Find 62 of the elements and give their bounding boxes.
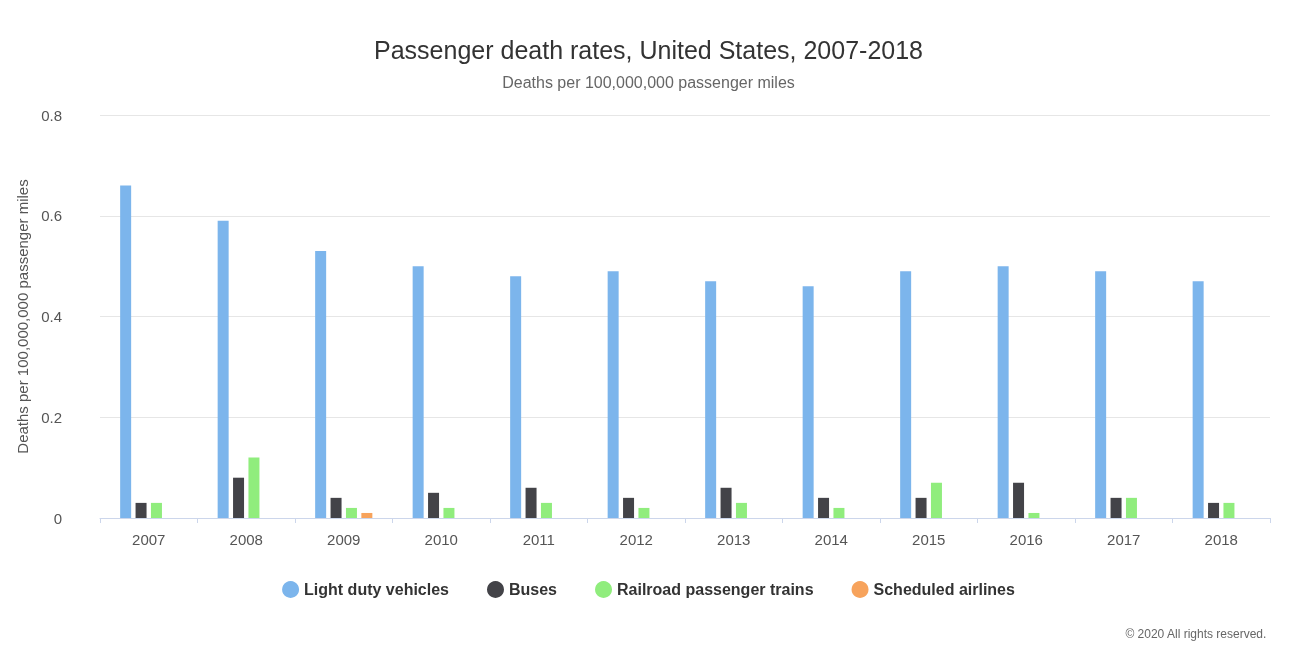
bar (1223, 502, 1235, 518)
bar (361, 512, 373, 518)
bar (540, 502, 552, 518)
x-tick-label: 2011 (522, 531, 555, 548)
bar (1095, 271, 1107, 518)
bar (217, 220, 229, 518)
x-tick-label: 2012 (619, 531, 653, 548)
bar (930, 482, 942, 518)
x-tick-label: 2016 (1009, 531, 1043, 548)
legend-label: Scheduled airlines (873, 581, 1016, 598)
bar (735, 502, 747, 518)
bar (1110, 497, 1122, 518)
bar (705, 281, 717, 518)
bar (120, 185, 132, 518)
bar (135, 502, 147, 518)
x-tick-label: 2013 (717, 531, 751, 548)
bar (150, 502, 162, 518)
bar (443, 507, 455, 518)
bar (1192, 281, 1204, 518)
x-tick-label: 2008 (229, 531, 263, 548)
bar (900, 271, 912, 518)
legend-label: Buses (509, 581, 558, 598)
bar (345, 507, 357, 518)
bar (1208, 502, 1220, 518)
bar (638, 507, 650, 518)
bar (833, 507, 845, 518)
x-tick-label: 2014 (814, 531, 848, 548)
text: © 2020 All rights reserved. (1125, 627, 1267, 641)
bar (720, 487, 732, 518)
y-axis-title: Deaths per 100,000,000 passenger miles (14, 179, 32, 454)
bar (818, 497, 830, 518)
bar (248, 457, 260, 518)
bar (315, 251, 327, 518)
chart-title: Passenger death rates, United States, 2007-2018 (374, 35, 923, 64)
bar (607, 271, 619, 518)
bar (510, 276, 522, 518)
y-tick-label: 0.2 (41, 408, 62, 426)
chart-subtitle: Deaths per 100,000,000 passenger miles (502, 73, 795, 91)
bar (802, 286, 814, 518)
bar (428, 492, 440, 518)
x-tick-label: 2017 (1107, 531, 1141, 548)
x-tick-label: 2009 (327, 531, 361, 548)
bar (1028, 512, 1040, 518)
bar (1125, 497, 1137, 518)
x-tick-label: 2010 (424, 531, 458, 548)
legend-label: Railroad passenger trains (617, 581, 814, 598)
bar (997, 266, 1009, 518)
bar (233, 477, 245, 518)
bar (330, 497, 342, 518)
bar (623, 497, 635, 518)
x-tick-label: 2007 (132, 531, 166, 548)
x-tick-label: 2018 (1204, 531, 1238, 548)
bar (412, 266, 424, 518)
x-tick-label: 2015 (912, 531, 946, 548)
y-tick-label: 0 (53, 509, 62, 527)
y-tick-label: 0.8 (41, 106, 62, 124)
bar (525, 487, 537, 518)
y-tick-label: 0.6 (41, 207, 62, 225)
legend-label: Light duty vehicles (304, 581, 450, 598)
y-tick-label: 0.4 (41, 308, 62, 325)
bar (915, 497, 927, 518)
bar (1013, 482, 1025, 518)
